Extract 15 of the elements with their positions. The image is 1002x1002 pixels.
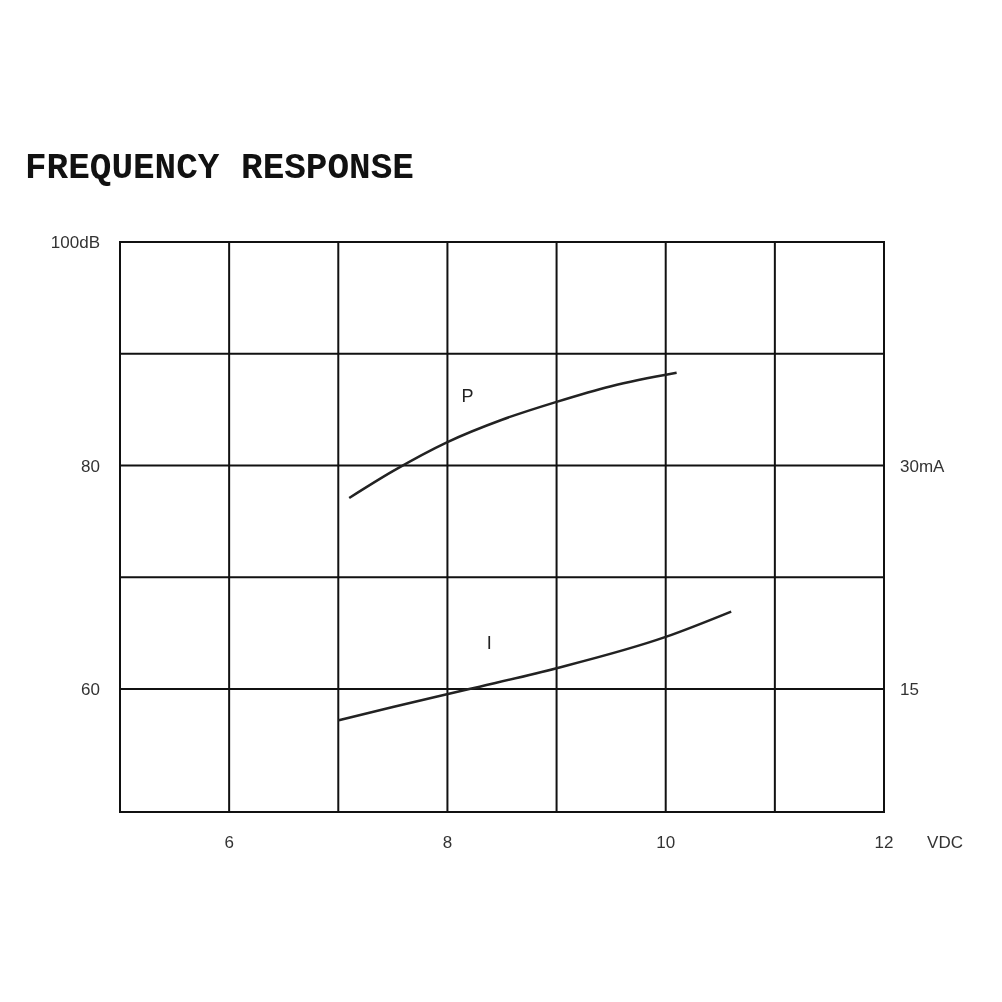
y2-tick-label: 30mA	[900, 456, 946, 476]
y-tick-label: 60	[81, 680, 100, 700]
line-series	[337, 610, 733, 722]
x-tick-label: 6	[224, 833, 234, 852]
y-tick-label: 80	[81, 456, 100, 476]
series-label: P	[461, 386, 474, 407]
x-tick-label: 8	[442, 833, 453, 852]
chart-title: FREQUENCY RESPONSE	[25, 148, 414, 189]
x-tick-label: 10	[656, 833, 676, 852]
y2-tick-label: 15	[900, 680, 919, 700]
y-tick-label: 100dB	[50, 233, 100, 252]
x-axis-title: VDC	[927, 833, 963, 852]
line-series	[347, 371, 678, 500]
x-tick-label: 12	[874, 833, 894, 852]
series-label: I	[486, 633, 492, 654]
